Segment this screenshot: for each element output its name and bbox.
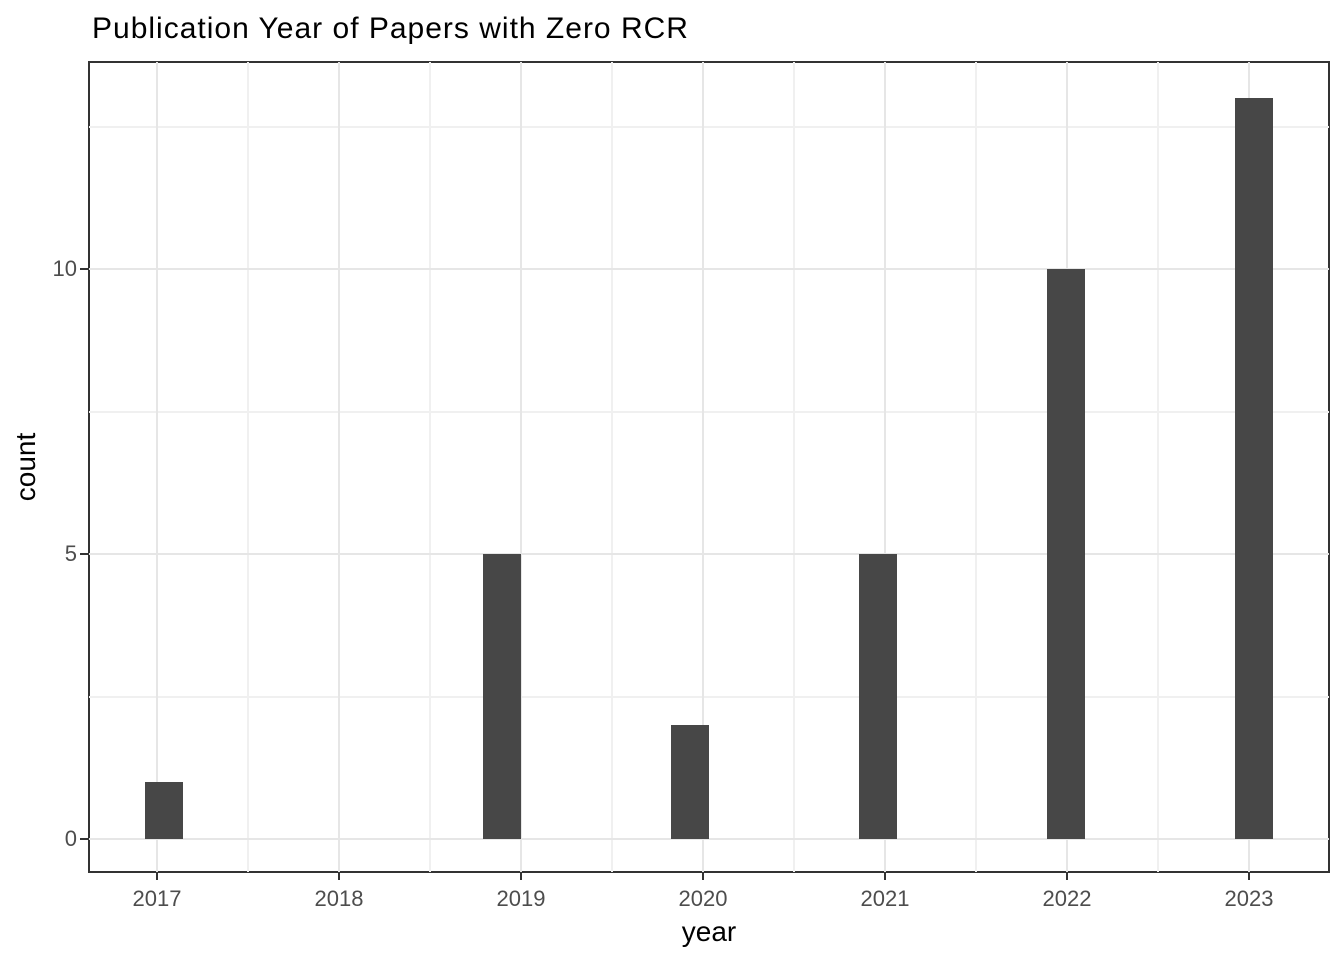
- bar-2017: [144, 782, 183, 839]
- y-minor-gridline: [89, 125, 1329, 128]
- x-minor-gridline: [975, 62, 977, 872]
- x-tick-label: 2023: [1224, 886, 1274, 911]
- x-minor-gridline: [247, 62, 249, 872]
- x-minor-gridline: [611, 62, 613, 872]
- x-tick-label: 2022: [1042, 886, 1092, 911]
- x-major-gridline: [702, 62, 704, 872]
- y-tick: [80, 268, 89, 270]
- y-tick-label: 5: [64, 541, 77, 566]
- y-minor-gridline: [89, 695, 1329, 698]
- bar-2020: [671, 725, 709, 839]
- x-tick: [884, 872, 886, 880]
- x-minor-gridline: [429, 62, 431, 872]
- plot-panel: [88, 61, 1330, 873]
- x-tick-label: 2020: [678, 886, 728, 911]
- y-tick: [80, 838, 89, 840]
- bar-2019: [483, 554, 521, 839]
- x-axis-title: year: [681, 916, 737, 947]
- x-major-gridline: [338, 62, 340, 872]
- x-tick: [520, 872, 522, 880]
- y-major-gridline: [89, 268, 1329, 270]
- y-tick-label: 10: [52, 256, 77, 281]
- x-tick-label: 2019: [496, 886, 546, 911]
- bar-2023: [1234, 98, 1273, 839]
- chart-title: Publication Year of Papers with Zero RCR: [92, 12, 689, 45]
- x-major-gridline: [156, 62, 158, 872]
- y-major-gridline: [89, 838, 1329, 840]
- x-minor-gridline: [793, 62, 795, 872]
- x-tick-label: 2021: [860, 886, 910, 911]
- y-axis-title: count: [10, 432, 41, 502]
- x-minor-gridline: [1157, 62, 1159, 872]
- x-tick: [338, 872, 340, 880]
- x-tick-label: 2018: [314, 886, 364, 911]
- x-major-gridline: [884, 62, 886, 872]
- x-major-gridline: [520, 62, 522, 872]
- x-tick: [1248, 872, 1250, 880]
- x-tick: [1066, 872, 1068, 880]
- bar-2021: [859, 554, 897, 839]
- y-tick: [80, 553, 89, 555]
- bar-2022: [1047, 269, 1085, 839]
- x-tick-label: 2017: [132, 886, 182, 911]
- y-minor-gridline: [89, 410, 1329, 413]
- x-tick: [156, 872, 158, 880]
- y-major-gridline: [89, 553, 1329, 555]
- x-tick: [702, 872, 704, 880]
- y-tick-label: 0: [64, 826, 77, 851]
